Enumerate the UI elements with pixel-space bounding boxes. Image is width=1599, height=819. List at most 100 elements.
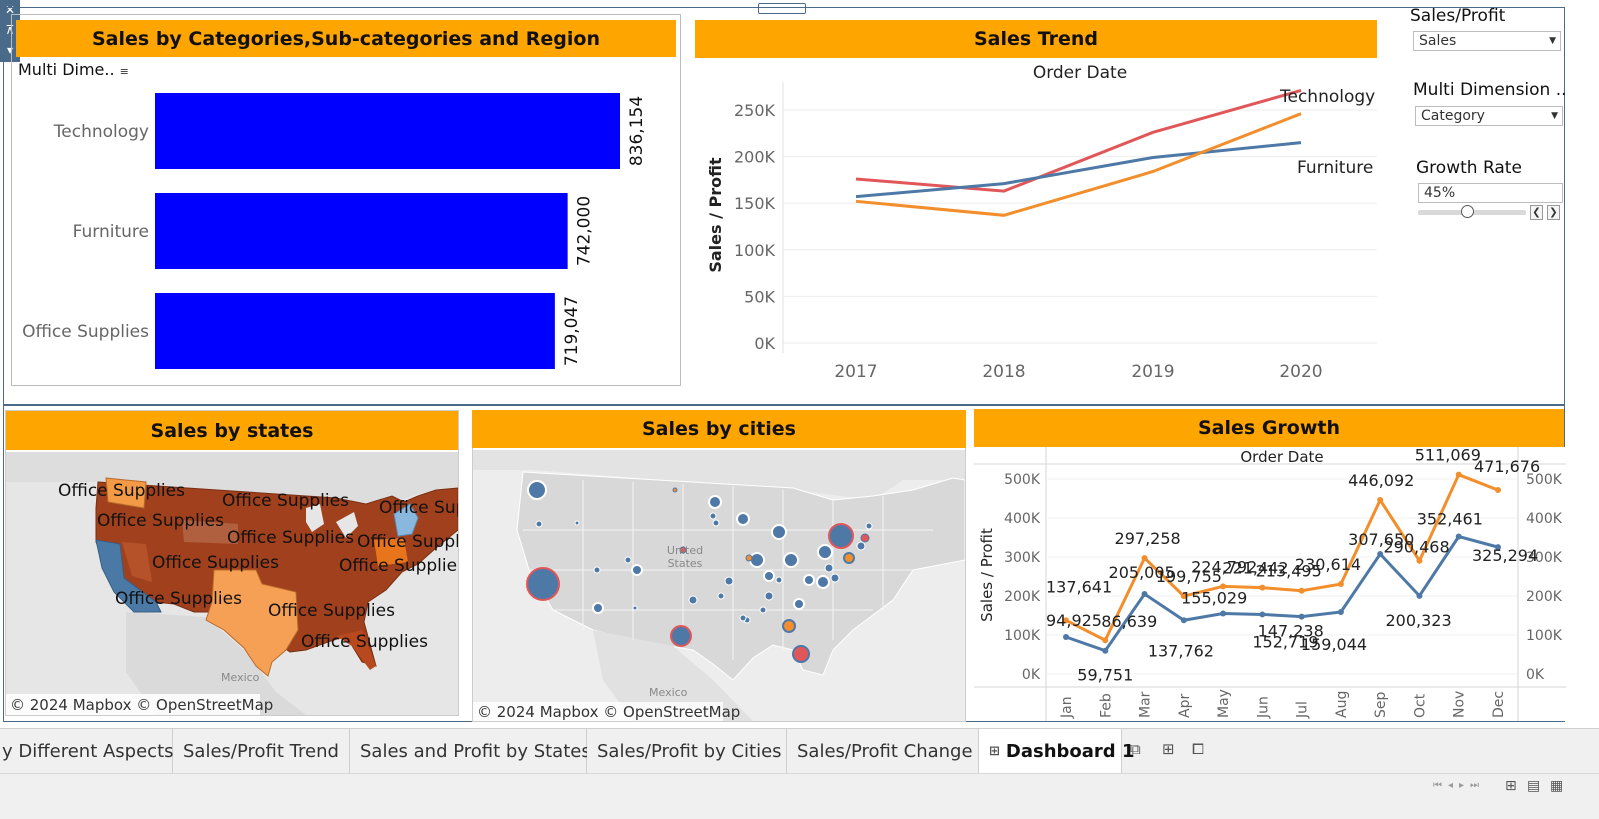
new-worksheet-icon[interactable]: ⧉ — [1130, 740, 1141, 758]
multi-dimension-dropdown[interactable]: Category ▼ — [1415, 106, 1563, 126]
city-bubble[interactable] — [712, 519, 720, 527]
growth-series-line[interactable] — [1065, 534, 1499, 653]
city-bubble[interactable] — [828, 523, 854, 549]
state-washington[interactable] — [105, 477, 147, 509]
multi-dimension-header[interactable]: Multi Dime.. ≡ — [18, 60, 129, 79]
state-texas[interactable] — [205, 569, 299, 677]
tab-view-icon[interactable]: ▦ — [1550, 778, 1564, 794]
category-bar[interactable] — [155, 93, 620, 169]
city-bubble[interactable] — [739, 614, 747, 622]
city-bubble[interactable] — [672, 487, 678, 493]
category-bar[interactable] — [155, 193, 568, 269]
growth-point[interactable] — [1337, 581, 1344, 588]
decrement-button[interactable]: ❮ — [1530, 205, 1543, 220]
increment-button[interactable]: ❯ — [1547, 205, 1560, 220]
city-bubble[interactable] — [856, 541, 866, 551]
tab-dashboard-1[interactable]: ⊞ Dashboard 1 — [979, 729, 1134, 773]
growth-point[interactable] — [1298, 613, 1305, 620]
trend-series-line[interactable] — [855, 112, 1302, 217]
growth-point[interactable] — [1455, 471, 1462, 478]
city-bubble[interactable] — [708, 495, 722, 509]
growth-point[interactable] — [1455, 533, 1462, 540]
city-bubble[interactable] — [574, 520, 580, 526]
grid-view-icon[interactable]: ⊞ — [1505, 778, 1517, 794]
close-icon[interactable]: ✕ — [4, 3, 16, 17]
city-bubble[interactable] — [526, 567, 560, 601]
growth-rate-input[interactable]: 45% — [1418, 183, 1563, 203]
growth-point[interactable] — [1259, 611, 1266, 618]
city-bubble[interactable] — [782, 619, 796, 633]
city-bubble[interactable] — [749, 552, 765, 568]
city-bubble[interactable] — [535, 520, 543, 528]
state-florida[interactable] — [336, 630, 376, 670]
new-story-icon[interactable]: ⧠ — [1192, 740, 1205, 758]
growth-point[interactable] — [1259, 584, 1266, 591]
tab-sales-profit-states[interactable]: Sales and Profit by States — [350, 729, 591, 773]
state-nevada[interactable] — [122, 542, 152, 582]
growth-point[interactable] — [1220, 583, 1227, 590]
growth-point[interactable] — [1377, 497, 1384, 504]
city-bubble[interactable] — [527, 480, 547, 500]
growth-point[interactable] — [1416, 592, 1423, 599]
growth-rate-slider-thumb[interactable] — [1460, 205, 1474, 218]
page-nav-icons[interactable]: ⏮◂▸⏭ — [1433, 780, 1486, 791]
city-bubble[interactable] — [817, 544, 833, 560]
city-bubble[interactable] — [736, 512, 750, 526]
growth-point[interactable] — [1180, 617, 1187, 624]
growth-point[interactable] — [1377, 551, 1384, 558]
new-dashboard-icon[interactable]: ⊞ — [1162, 740, 1175, 758]
growth-point[interactable] — [1495, 544, 1501, 551]
trend-series-line[interactable] — [855, 141, 1302, 199]
growth-point[interactable] — [1063, 633, 1069, 640]
city-bubble[interactable] — [759, 606, 767, 614]
tab-sales-profit-cities[interactable]: Sales/Profit by Cities — [587, 729, 787, 773]
growth-point[interactable] — [1495, 487, 1501, 494]
state-california[interactable] — [95, 539, 162, 613]
city-bubble[interactable] — [860, 533, 870, 543]
drag-handle[interactable] — [758, 3, 806, 14]
tab-different-aspects[interactable]: y Different Aspects — [0, 729, 174, 773]
growth-point[interactable] — [1102, 637, 1109, 644]
city-bubble[interactable] — [592, 602, 604, 614]
tab-sales-profit-trend[interactable]: Sales/Profit Trend — [173, 729, 350, 773]
growth-series-line[interactable] — [1065, 472, 1499, 643]
city-bubble[interactable] — [717, 592, 725, 600]
city-bubble[interactable] — [830, 573, 840, 583]
city-bubble[interactable] — [679, 546, 687, 554]
growth-point[interactable] — [1141, 591, 1148, 598]
pin-icon[interactable]: ⊼ — [5, 23, 15, 37]
city-bubble[interactable] — [793, 598, 805, 610]
growth-point[interactable] — [1102, 647, 1109, 654]
filmstrip-view-icon[interactable]: ▤ — [1527, 778, 1541, 794]
city-bubble[interactable] — [670, 625, 692, 647]
growth-point[interactable] — [1180, 593, 1187, 600]
growth-point[interactable] — [1063, 617, 1069, 624]
trend-series-line[interactable] — [855, 88, 1302, 193]
state-new-york[interactable] — [393, 503, 419, 537]
growth-point[interactable] — [1416, 557, 1423, 564]
sales-profit-dropdown[interactable]: Sales ▼ — [1413, 31, 1561, 51]
growth-point[interactable] — [1337, 608, 1344, 615]
city-bubble[interactable] — [824, 563, 834, 573]
state-nebraska[interactable] — [182, 520, 238, 544]
city-bubble[interactable] — [688, 595, 698, 605]
city-bubble[interactable] — [745, 554, 753, 562]
city-bubble[interactable] — [593, 566, 601, 574]
growth-point[interactable] — [1220, 610, 1227, 617]
city-bubble[interactable] — [816, 575, 830, 589]
city-bubble[interactable] — [803, 574, 815, 586]
city-bubble[interactable] — [624, 556, 632, 564]
city-bubble[interactable] — [709, 512, 717, 520]
tab-sales-profit-change[interactable]: Sales/Profit Change — [787, 729, 979, 773]
state-ohio[interactable] — [374, 538, 408, 566]
city-bubble[interactable] — [865, 522, 873, 530]
city-bubble[interactable] — [843, 552, 855, 564]
city-bubble[interactable] — [783, 552, 799, 568]
category-bar[interactable] — [155, 293, 555, 369]
city-bubble[interactable] — [792, 645, 810, 663]
city-bubble[interactable] — [724, 576, 734, 586]
growth-point[interactable] — [1298, 587, 1305, 594]
sort-icon[interactable]: ≡ — [119, 65, 129, 78]
